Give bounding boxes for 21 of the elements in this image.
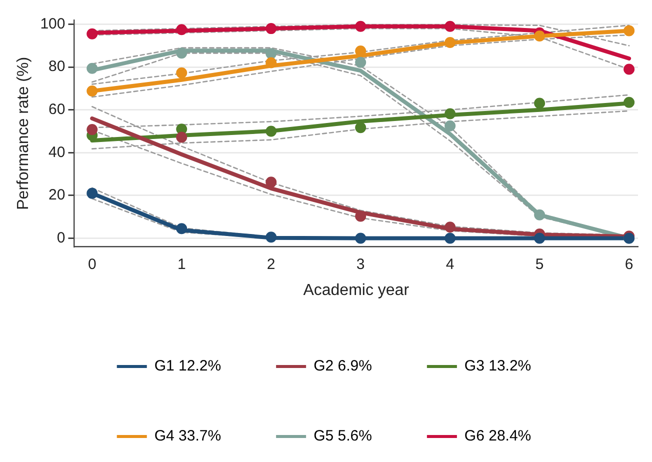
x-axis-title: Academic year <box>303 282 410 299</box>
y-tick-label: 0 <box>56 229 66 246</box>
y-tick-label: 60 <box>48 101 66 118</box>
legend-label: G1 12.2% <box>154 358 222 375</box>
y-tick-label: 80 <box>48 58 66 76</box>
legend-label: G2 6.9% <box>314 358 372 375</box>
x-tick-label: 4 <box>446 256 454 273</box>
legend-label: G5 5.6% <box>314 428 372 445</box>
x-tick-label: 5 <box>535 256 544 273</box>
y-tick-label: 20 <box>48 186 66 204</box>
x-tick-label: 6 <box>624 256 634 273</box>
y-tick-label: 40 <box>48 144 66 161</box>
x-tick-label: 1 <box>177 256 186 273</box>
y-axis-title: Performance rate (%) <box>15 56 32 210</box>
legend-label: G6 28.4% <box>464 428 532 445</box>
x-tick-label: 0 <box>88 256 96 273</box>
legend-label: G3 13.2% <box>464 358 532 375</box>
legend-label: G4 33.7% <box>154 428 222 445</box>
x-tick-label: 3 <box>356 256 365 273</box>
y-tick-label: 100 <box>40 15 66 32</box>
x-tick-label: 2 <box>266 256 276 273</box>
